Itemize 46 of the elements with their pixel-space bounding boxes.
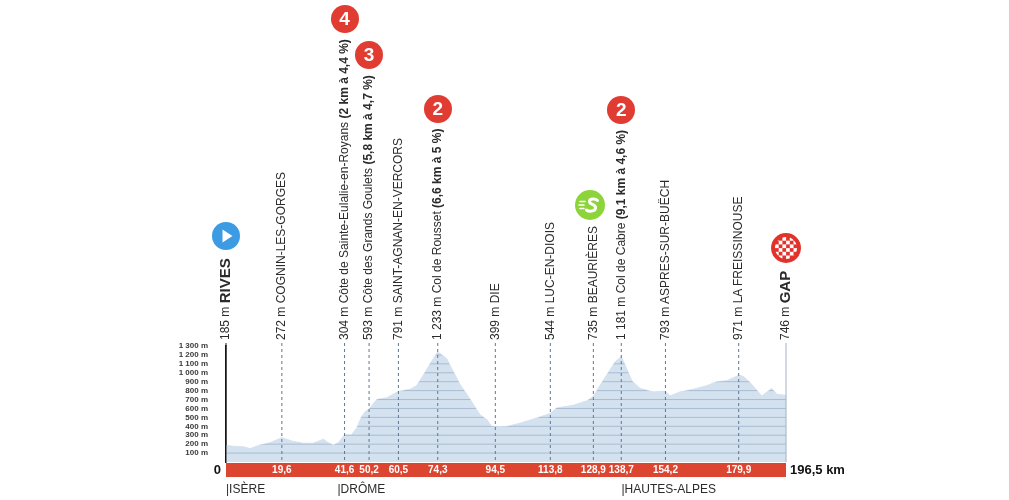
x-tick-label: 41,6 — [334, 463, 355, 475]
ref-line-label: 304 m Côte de Sainte-Eulalie-en-Royans (2 km à 4,4 %) — [336, 39, 351, 340]
y-tick-label: 800 m — [185, 385, 208, 395]
ref-line-label: 1 233 m Col de Rousset (6,6 km à 5 %) — [430, 128, 445, 340]
y-tick-label: 900 m — [185, 376, 208, 386]
y-tick-label: 600 m — [185, 403, 208, 413]
ref-line-label: 593 m Côte des Grands Goulets (5,8 km à 4,7 %) — [361, 75, 376, 340]
ref-line-label: 735 m BEAURIÈRES — [584, 225, 600, 340]
text: |ISÈRE — [226, 481, 266, 497]
ref-line-label: 272 m COGNIN-LES-GORGES — [274, 171, 289, 340]
y-tick-label: 300 m — [185, 430, 208, 440]
x-tick-label: 113,8 — [538, 463, 563, 475]
y-tick-label: 100 m — [185, 448, 208, 458]
ref-line-label: 746 m GAP — [776, 270, 794, 340]
text: |HAUTES-ALPES — [621, 482, 716, 497]
ref-line-label: 1 181 m Col de Cabre (9,1 km à 4,6 %) — [613, 129, 628, 340]
text: 0 — [213, 461, 221, 477]
y-tick-label: 1 100 m — [178, 359, 208, 369]
y-tick-label: 1 300 m — [178, 341, 208, 351]
ref-line-label: 791 m SAINT-AGNAN-EN-VERCORS — [390, 137, 405, 340]
x-tick-label: 94,5 — [485, 463, 506, 475]
ref-line-label: 185 m RIVES — [216, 258, 234, 340]
y-tick-label: 1 200 m — [178, 350, 208, 360]
x-tick-label: 179,9 — [726, 463, 752, 475]
number-badge: 2 — [607, 95, 636, 124]
number-badge: 4 — [330, 5, 359, 34]
x-tick-label: 128,9 — [580, 463, 607, 475]
y-tick-label: 200 m — [185, 439, 208, 449]
x-tick-label: 60,5 — [388, 463, 409, 475]
y-tick-label: 700 m — [185, 394, 208, 404]
x-tick-label: 74,3 — [428, 463, 448, 475]
ref-line-label: 793 m ASPRES-SUR-BUËCH — [657, 179, 672, 340]
x-tick-label: 154,2 — [652, 463, 679, 475]
ref-line-label: 971 m LA FREISSINOUSE — [731, 196, 745, 340]
y-tick-label: 400 m — [185, 421, 208, 431]
y-tick-label: 1 000 m — [178, 367, 208, 377]
y-tick-label: 500 m — [185, 412, 208, 422]
ref-line-label: 399 m DIE — [487, 283, 502, 340]
number-badge: 2 — [423, 94, 452, 123]
number-badge: 3 — [355, 41, 384, 70]
ref-line-label: 544 m LUC-EN-DIOIS — [542, 221, 557, 340]
text: |DRÔME — [337, 481, 386, 497]
x-tick-label: 138,7 — [608, 463, 635, 475]
text: 196,5 km — [790, 461, 845, 477]
x-tick-label: 19,6 — [272, 463, 293, 475]
x-tick-label: 50,2 — [359, 463, 380, 475]
